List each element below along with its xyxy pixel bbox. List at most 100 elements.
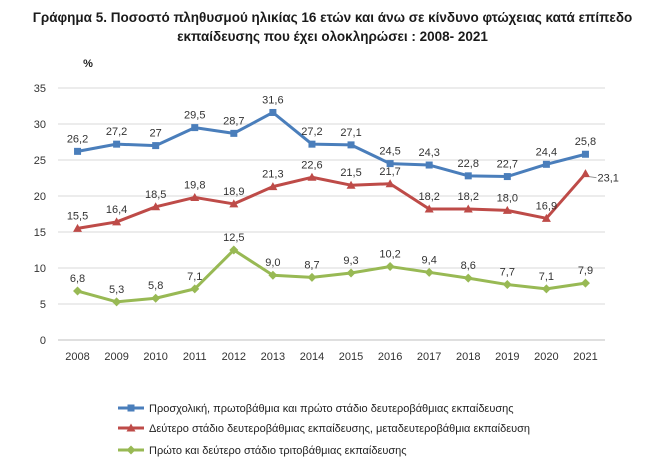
data-point bbox=[463, 273, 473, 283]
data-point bbox=[542, 160, 550, 168]
data-label: 27,1 bbox=[340, 127, 361, 139]
data-point bbox=[73, 286, 83, 296]
data-point bbox=[386, 160, 394, 168]
data-point bbox=[385, 262, 395, 272]
data-point bbox=[464, 172, 472, 180]
data-point bbox=[190, 192, 200, 201]
data-label: 7,1 bbox=[187, 271, 202, 283]
series-line-3 bbox=[77, 248, 586, 304]
y-tick-label: 30 bbox=[34, 119, 46, 131]
data-point bbox=[346, 268, 356, 278]
data-point bbox=[424, 204, 434, 213]
data-point bbox=[268, 182, 278, 191]
data-label: 27 bbox=[150, 128, 162, 140]
data-point bbox=[190, 284, 200, 294]
y-tick-label: 25 bbox=[34, 155, 46, 167]
data-label: 24,4 bbox=[536, 146, 557, 158]
data-point bbox=[541, 213, 551, 222]
data-label: 9,0 bbox=[265, 257, 280, 269]
data-point bbox=[112, 297, 122, 307]
series-line-1 bbox=[77, 110, 586, 179]
chart-title: Γράφημα 5. Ποσοστό πληθυσμού ηλικίας 16 … bbox=[32, 10, 633, 44]
legend-label-1: Προσχολική, πρωτοβάθμια και πρώτο στάδιο… bbox=[149, 403, 514, 415]
data-label: 26,2 bbox=[67, 133, 88, 145]
data-label: 24,3 bbox=[418, 147, 439, 159]
x-tick-label: 2017 bbox=[417, 351, 441, 363]
data-label: 25,8 bbox=[575, 136, 596, 148]
data-point bbox=[541, 284, 551, 294]
data-label: 12,5 bbox=[223, 232, 244, 244]
data-label: 18,2 bbox=[458, 191, 479, 203]
data-point bbox=[503, 173, 511, 181]
legend-label-3: Πρώτο και δεύτερο στάδιο τριτοβάθμιας εκ… bbox=[149, 445, 407, 457]
x-tick-label: 2010 bbox=[143, 351, 167, 363]
x-tick-label: 2012 bbox=[222, 351, 246, 363]
legend-marker bbox=[126, 445, 136, 455]
y-tick-label: 15 bbox=[34, 227, 46, 239]
data-label: 21,3 bbox=[262, 169, 283, 181]
data-label: 19,8 bbox=[184, 179, 205, 191]
x-tick-label: 2015 bbox=[339, 351, 363, 363]
data-point bbox=[191, 124, 199, 132]
data-point bbox=[113, 140, 121, 148]
data-label: 9,3 bbox=[343, 255, 358, 267]
data-point bbox=[580, 169, 590, 178]
data-point bbox=[229, 199, 239, 208]
data-label-layer: 26,2 27,2 27 29,5 28,7 31,6 27,2 27,1 24,5 24,3 22… bbox=[67, 94, 619, 295]
data-label: 7,1 bbox=[539, 271, 554, 283]
data-label: 18,0 bbox=[497, 192, 518, 204]
x-tick-label: 2013 bbox=[261, 351, 285, 363]
legend-label-2: Δεύτερο στάδιο δευτεροβάθμιας εκπαίδευση… bbox=[149, 423, 530, 435]
data-point bbox=[424, 267, 434, 277]
data-label: 7,7 bbox=[500, 267, 515, 279]
data-point bbox=[502, 205, 512, 214]
data-label: 28,7 bbox=[223, 115, 244, 127]
data-point bbox=[152, 142, 160, 150]
legend: Προσχολική, πρωτοβάθμια και πρώτο στάδιο… bbox=[118, 403, 530, 457]
data-label: 31,6 bbox=[262, 94, 283, 106]
data-point bbox=[346, 180, 356, 189]
data-point bbox=[580, 278, 590, 288]
data-label: 16,9 bbox=[536, 200, 557, 212]
series-layer bbox=[73, 108, 590, 307]
data-label: 10,2 bbox=[379, 249, 400, 261]
data-label: 8,7 bbox=[304, 259, 319, 271]
data-point bbox=[307, 272, 317, 282]
data-point bbox=[74, 147, 82, 155]
data-label: 22,8 bbox=[458, 158, 479, 170]
data-label: 22,7 bbox=[497, 159, 518, 171]
data-point bbox=[463, 204, 473, 213]
x-tick-label: 2018 bbox=[456, 351, 480, 363]
data-label: 5,8 bbox=[148, 280, 163, 292]
data-label: 27,2 bbox=[301, 126, 322, 138]
y-tick-label: 35 bbox=[34, 83, 46, 95]
x-tick-label: 2019 bbox=[495, 351, 519, 363]
data-point bbox=[230, 129, 238, 137]
x-tick-label: 2016 bbox=[378, 351, 402, 363]
data-point bbox=[112, 217, 122, 226]
data-point bbox=[268, 270, 278, 280]
data-label: 21,7 bbox=[379, 166, 400, 178]
data-label: 22,6 bbox=[301, 159, 322, 171]
data-label: 5,3 bbox=[109, 284, 124, 296]
data-label: 16,4 bbox=[106, 204, 127, 216]
series-line-2 bbox=[77, 172, 587, 230]
data-point bbox=[73, 223, 83, 232]
legend-marker bbox=[126, 423, 136, 432]
data-label: 18,9 bbox=[223, 186, 244, 198]
x-tick-label: 2008 bbox=[65, 351, 89, 363]
axis-layer: 0 5 10 15 20 25 30 35 2008 2009 2010 2011 2012 2013 20… bbox=[34, 58, 605, 363]
data-point bbox=[151, 293, 161, 303]
y-tick-label: 5 bbox=[40, 299, 46, 311]
data-point bbox=[307, 172, 317, 181]
x-tick-label: 2009 bbox=[104, 351, 128, 363]
data-label: 21,5 bbox=[340, 167, 361, 179]
x-tick-label: 2020 bbox=[534, 351, 558, 363]
data-label: 24,5 bbox=[379, 146, 400, 158]
data-point bbox=[502, 280, 512, 290]
data-point bbox=[269, 108, 277, 116]
data-point bbox=[581, 150, 589, 158]
y-tick-label: 10 bbox=[34, 263, 46, 275]
data-label: 27,2 bbox=[106, 126, 127, 138]
